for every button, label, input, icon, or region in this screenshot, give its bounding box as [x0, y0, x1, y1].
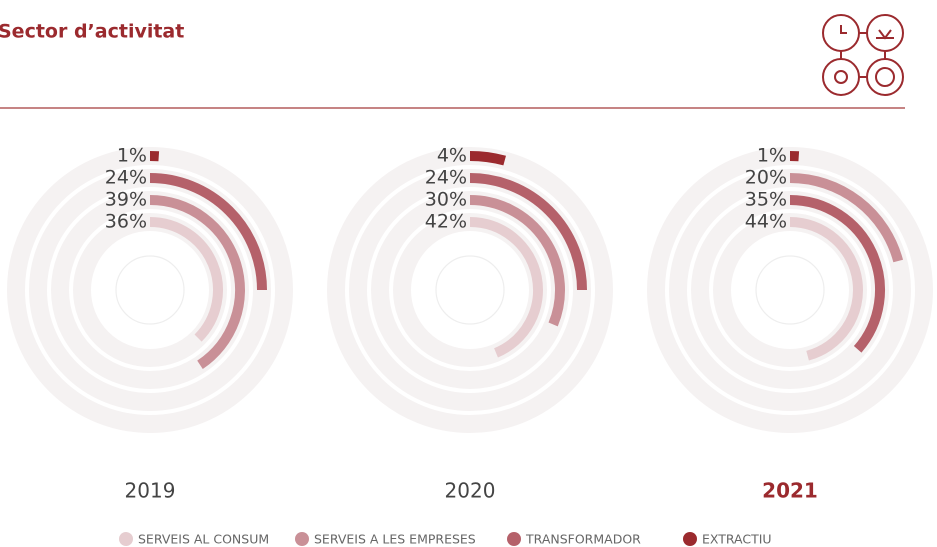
radial-bar [149, 217, 223, 342]
legend-label: EXTRACTIU [702, 532, 772, 547]
year-label: 2019 [125, 479, 176, 503]
radial-bar [149, 173, 267, 291]
logo [822, 14, 904, 96]
value-label: 36% [105, 211, 147, 233]
legend-label: SERVEIS AL CONSUM [138, 532, 269, 547]
page-title: Sector d’activitat [0, 21, 184, 43]
icon-placeholder [435, 255, 505, 325]
legend-swatch [507, 532, 521, 546]
icon-placeholder [115, 255, 185, 325]
legend-swatch [683, 532, 697, 546]
legend-label: SERVEIS A LES EMPRESES [314, 532, 476, 547]
radial-bar [149, 195, 245, 369]
value-label: 35% [745, 189, 787, 211]
legend-swatch [119, 532, 133, 546]
radial-bar [469, 217, 543, 358]
value-label: 4% [437, 145, 467, 167]
legend-label: TRANSFORMADOR [525, 532, 641, 547]
value-label: 44% [745, 211, 787, 233]
value-label: 24% [425, 167, 467, 189]
radial-bar [469, 195, 565, 327]
radial-bar [789, 195, 885, 353]
radial-bar [789, 173, 904, 263]
value-label: 42% [425, 211, 467, 233]
radial-bar [469, 173, 587, 291]
value-label: 39% [105, 189, 147, 211]
value-label: 20% [745, 167, 787, 189]
legend-swatch [295, 532, 309, 546]
icon-placeholder [755, 255, 825, 325]
radial-bar [469, 151, 506, 166]
year-label: 2021 [762, 479, 818, 503]
year-label: 2020 [445, 479, 496, 503]
value-label: 1% [117, 145, 147, 167]
value-label: 1% [757, 145, 787, 167]
value-label: 30% [425, 189, 467, 211]
radial-bar [789, 217, 863, 361]
value-label: 24% [105, 167, 147, 189]
